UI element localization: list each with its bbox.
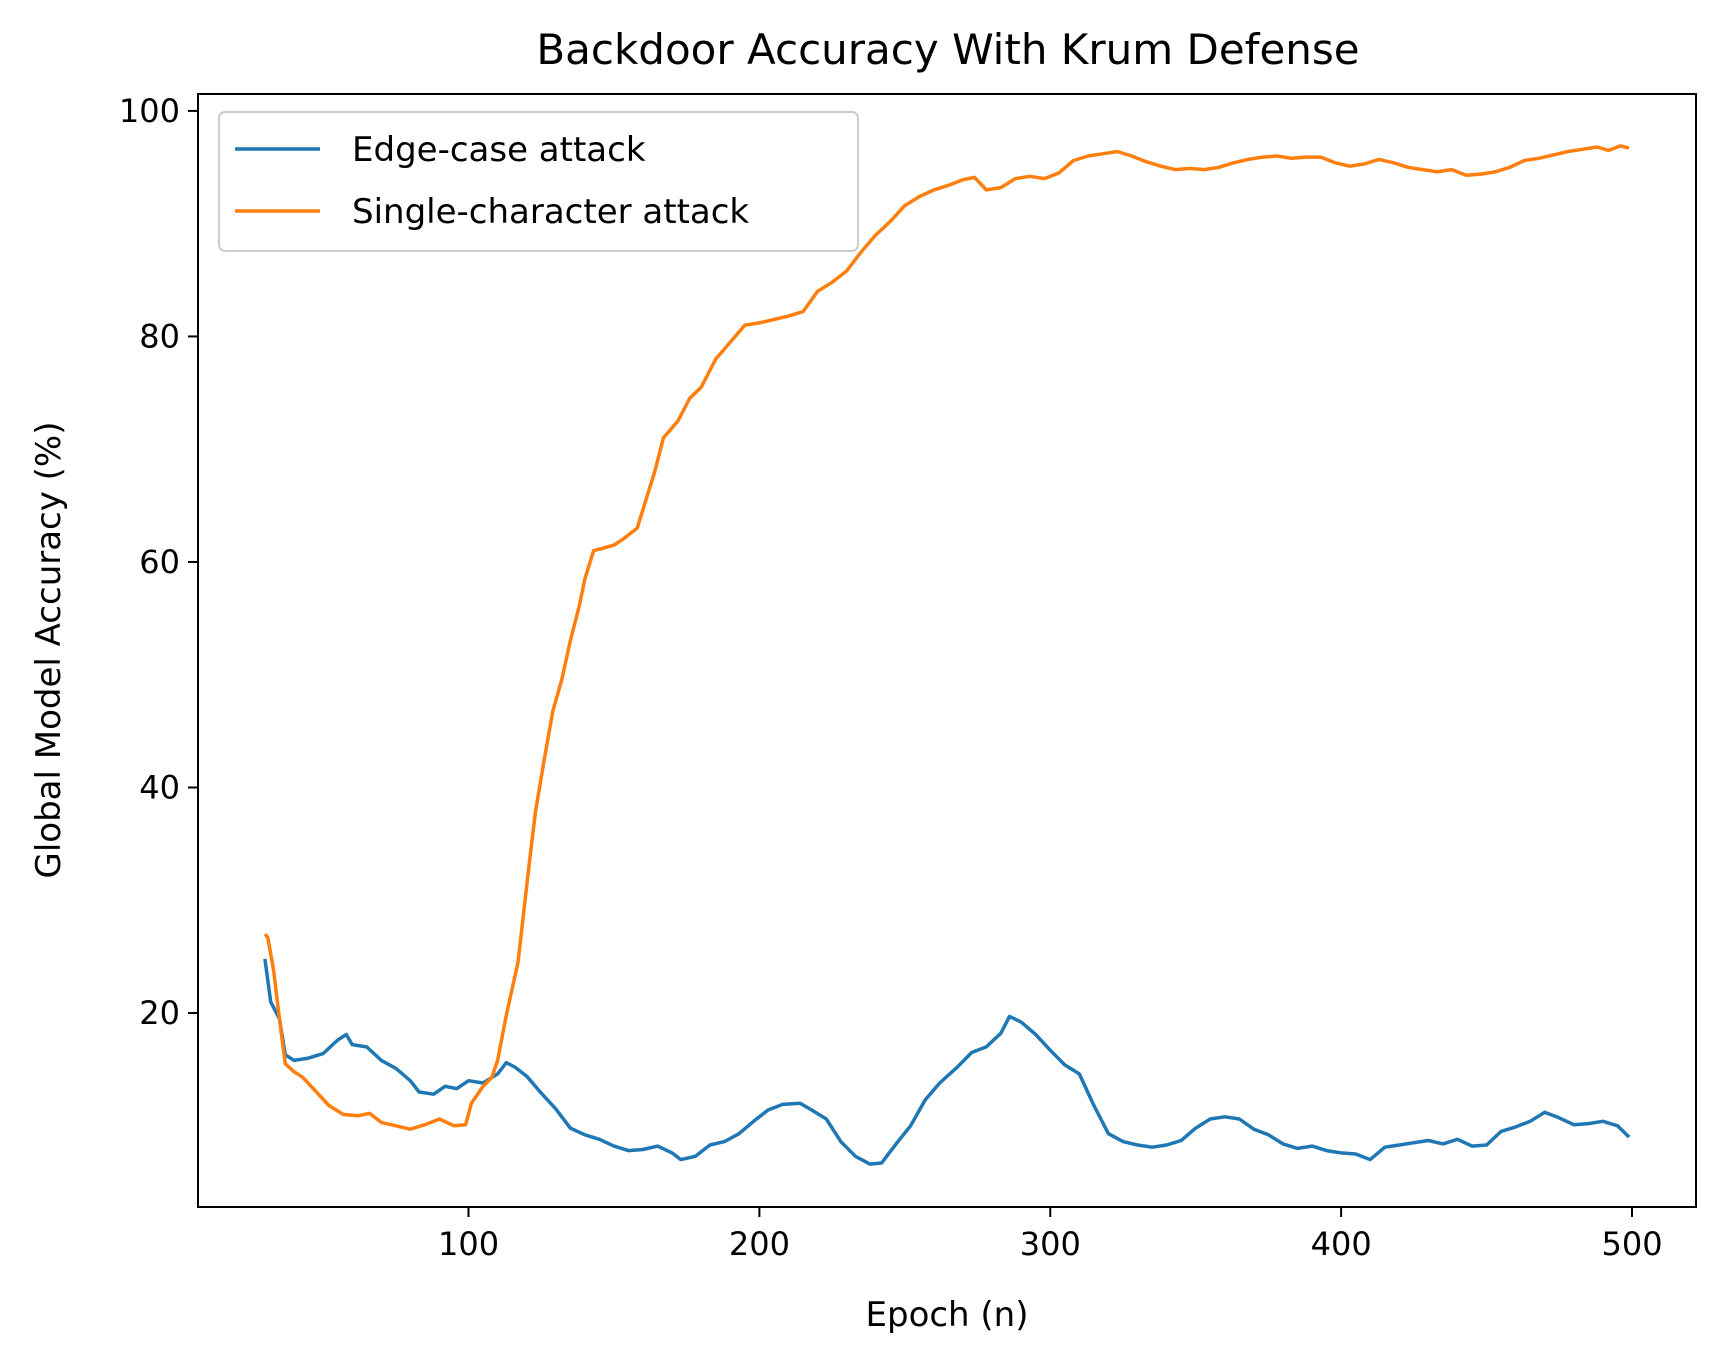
y-axis: 20 40 60 80 100 (119, 92, 198, 1032)
y-tick-label: 40 (139, 769, 180, 807)
x-tick-label: 400 (1311, 1225, 1372, 1263)
y-tick-label: 100 (119, 92, 180, 130)
plot-frame (197, 93, 1697, 1208)
y-tick-label: 20 (139, 994, 180, 1032)
legend: Edge-case attack Single-character attack (218, 111, 859, 252)
legend-label-single-character: Single-character attack (352, 192, 749, 232)
legend-box (218, 111, 859, 252)
x-axis-label: Epoch (n) (866, 1295, 1029, 1335)
plot-lines (263, 144, 1631, 1166)
series-line-1 (263, 144, 1630, 1131)
x-tick-label: 100 (438, 1225, 499, 1263)
chart-title: Backdoor Accuracy With Krum Defense (536, 25, 1359, 74)
y-tick-label: 80 (139, 317, 180, 355)
y-tick-label: 60 (139, 543, 180, 581)
series-line-0 (263, 958, 1631, 1166)
x-tick-label: 200 (729, 1225, 790, 1263)
x-axis: 100 200 300 400 500 (438, 1207, 1663, 1263)
legend-label-edge-case: Edge-case attack (352, 130, 646, 170)
y-axis-label: Global Model Accuracy (%) (29, 421, 69, 878)
x-tick-label: 300 (1020, 1225, 1081, 1263)
x-tick-label: 500 (1601, 1225, 1662, 1263)
